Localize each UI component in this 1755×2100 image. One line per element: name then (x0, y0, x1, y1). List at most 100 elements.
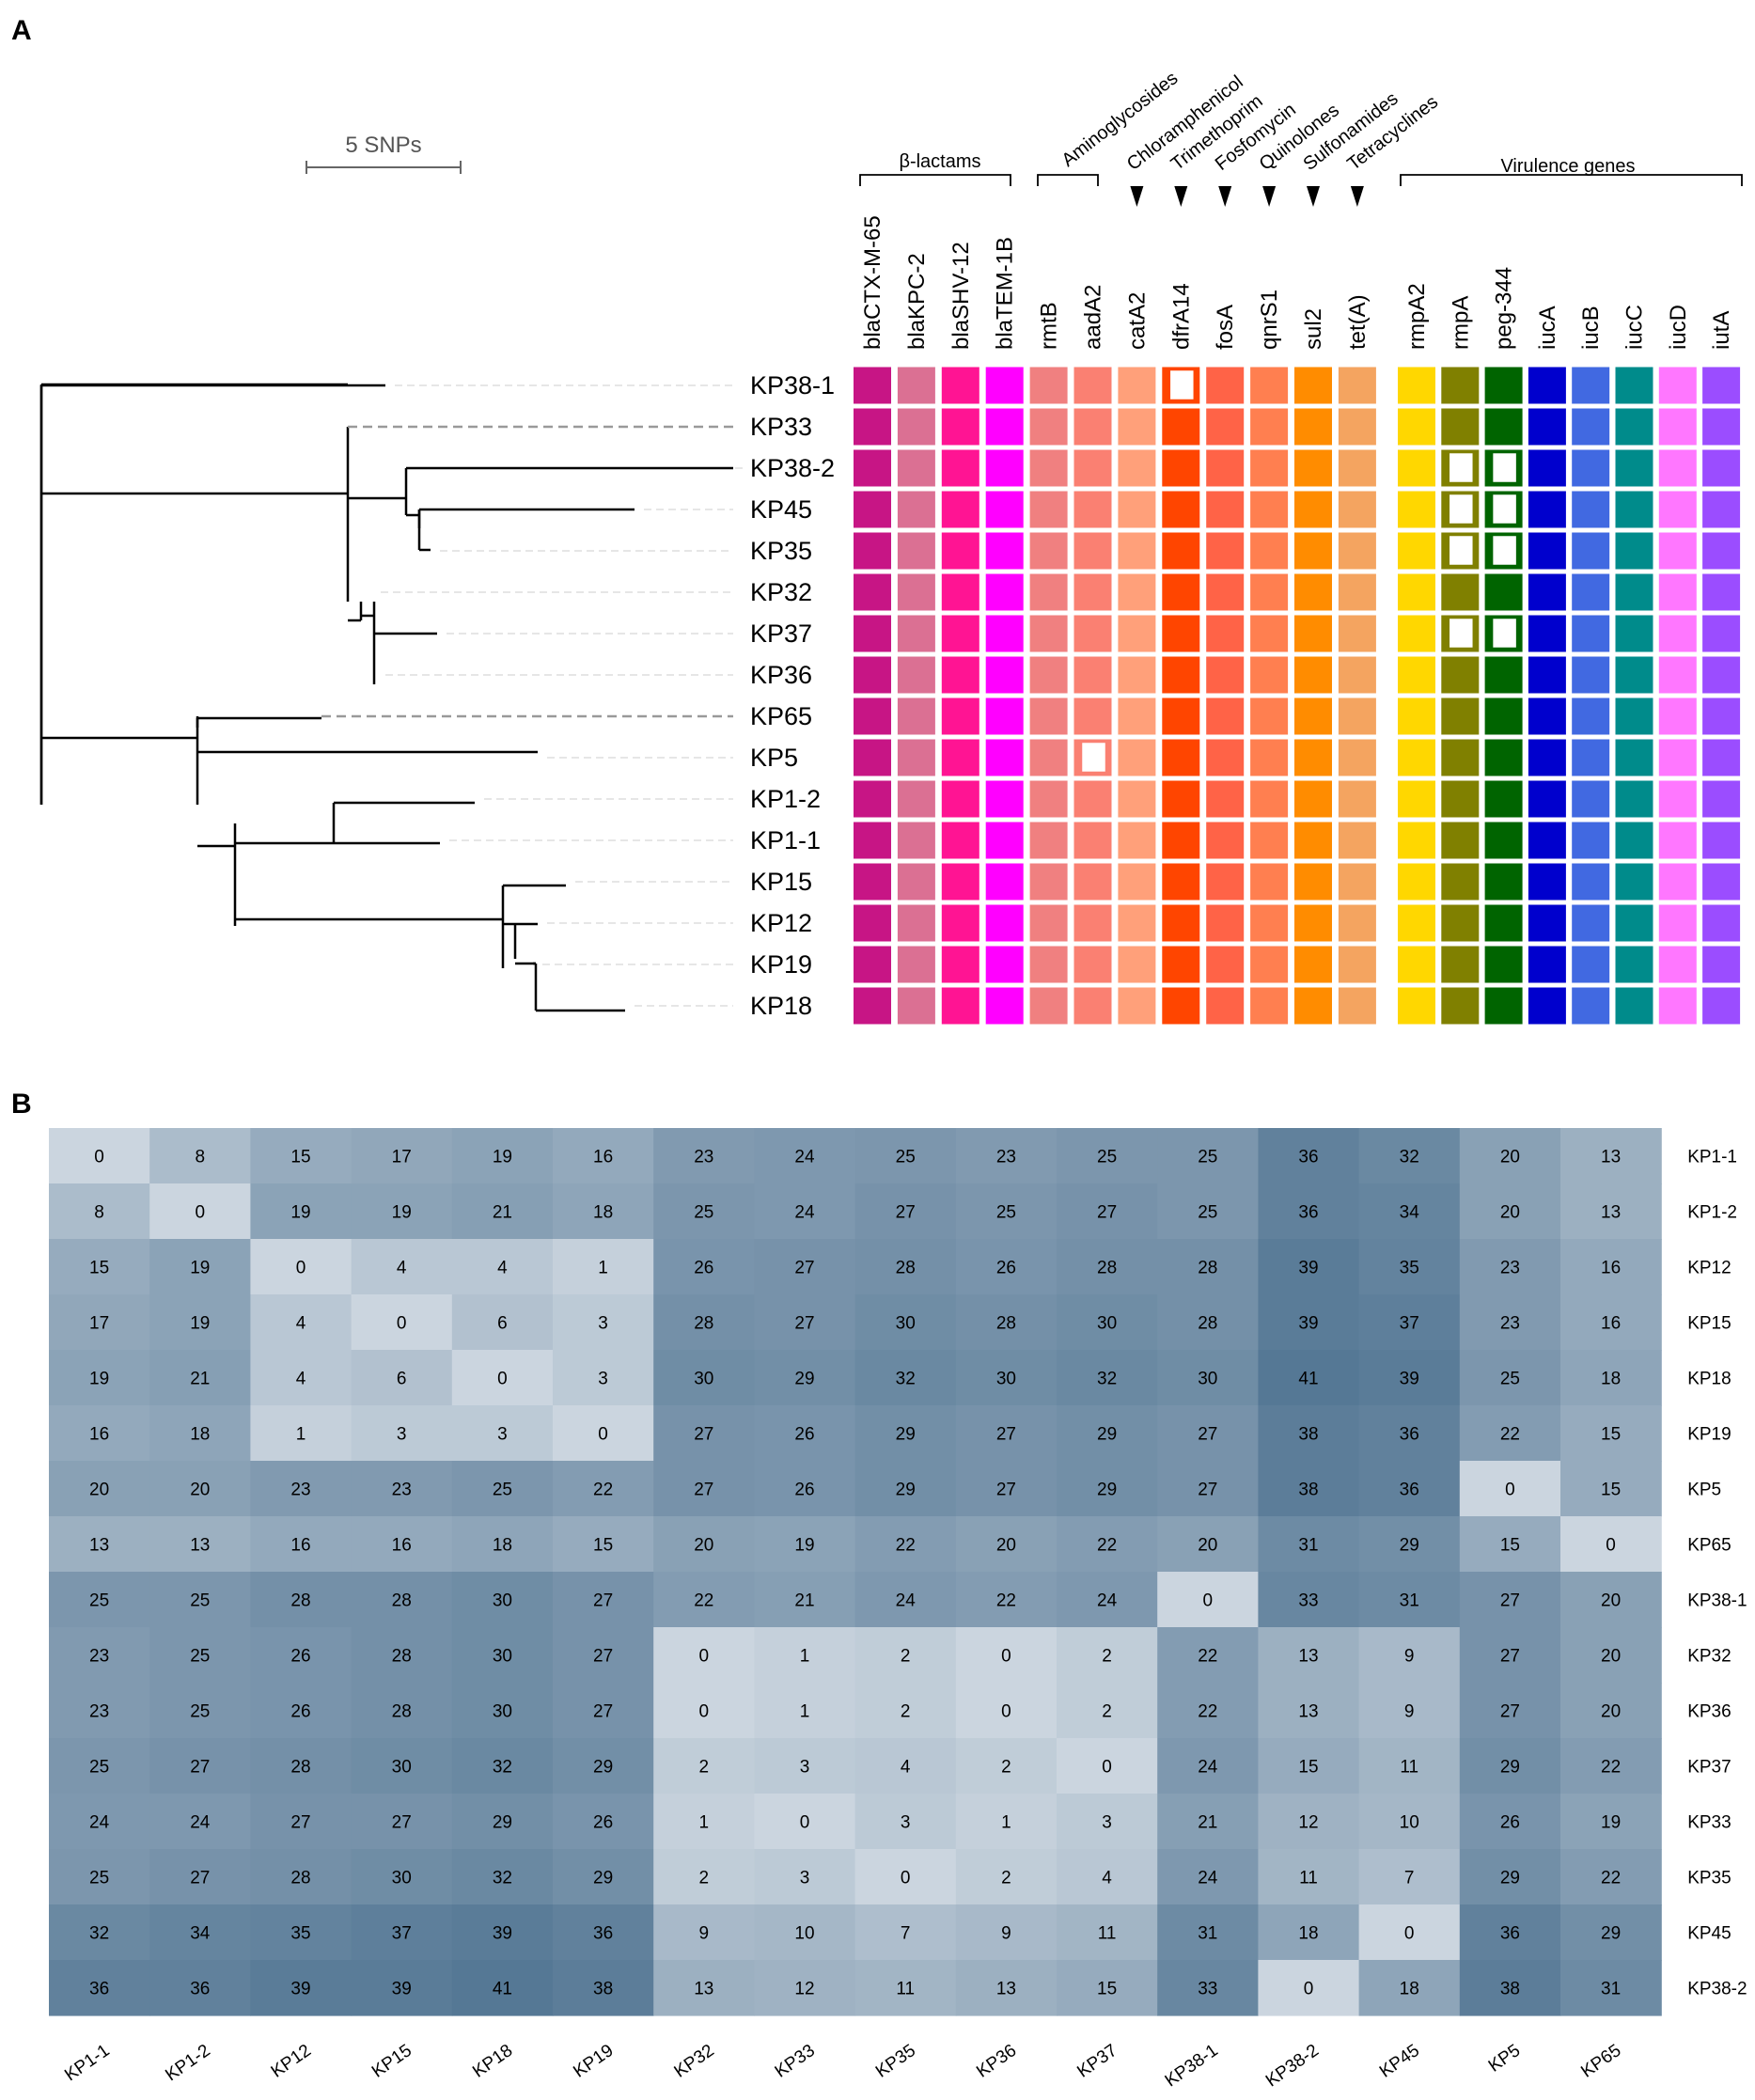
gene-cell (1118, 449, 1156, 487)
heatmap-value: 27 (694, 1481, 713, 1500)
heatmap-cell (1459, 1294, 1561, 1351)
heatmap-value: 8 (94, 1203, 104, 1223)
heatmap-column-label: KP32 (671, 2041, 718, 2082)
heatmap-value: 18 (190, 1425, 210, 1445)
gene-cell (1572, 449, 1610, 487)
heatmap-cell (754, 1904, 856, 1961)
heatmap-row-label: KP36 (1687, 1702, 1731, 1722)
heatmap-value: 27 (190, 1869, 210, 1888)
heatmap-value: 25 (89, 1869, 109, 1888)
isolate-label: KP35 (750, 537, 812, 565)
gene-cell (1702, 987, 1741, 1025)
heatmap-value: 21 (190, 1370, 210, 1389)
heatmap-cell (1057, 1960, 1158, 2016)
heatmap-value: 19 (190, 1314, 210, 1334)
heatmap-value: 25 (190, 1647, 210, 1667)
heatmap-value: 39 (1298, 1314, 1318, 1334)
heatmap-cell (1459, 1405, 1561, 1462)
heatmap-value: 13 (1601, 1203, 1621, 1223)
heatmap-value: 37 (392, 1924, 412, 1944)
gene-cell (1615, 532, 1653, 570)
heatmap-cell (1459, 1849, 1561, 1905)
gene-cell (1528, 408, 1566, 446)
heatmap-column-label: KP15 (368, 2041, 415, 2082)
gene-cell (1484, 780, 1523, 818)
gene-cell (1029, 532, 1068, 570)
gene-cell (1029, 573, 1068, 611)
heatmap-cell (854, 1849, 957, 1905)
heatmap-value: 0 (94, 1148, 104, 1168)
gene-cell (985, 573, 1024, 611)
heatmap-value: 4 (296, 1314, 306, 1334)
gene-cell (1294, 697, 1332, 735)
heatmap-column-label: KP19 (570, 2041, 617, 2082)
heatmap-value: 21 (794, 1591, 814, 1611)
gene-cell (1029, 367, 1068, 404)
snp-distance-heatmap: 0 8 15 17 19 16 23 24 25 23 25 25 36 32 20 138 0 19 19 21 18… (49, 1128, 1747, 2091)
gene-cell (1029, 697, 1068, 735)
gene-cell (941, 987, 979, 1025)
gene-cell (1528, 987, 1566, 1025)
heatmap-value: 3 (497, 1425, 508, 1445)
heatmap-cell (351, 1738, 453, 1794)
heatmap-cell (351, 1572, 453, 1628)
heatmap-cell (854, 1461, 957, 1517)
heatmap-cell (653, 1128, 755, 1184)
heatmap-cell (149, 1572, 251, 1628)
heatmap-value: 27 (1198, 1481, 1217, 1500)
heatmap-value: 27 (593, 1702, 613, 1722)
heatmap-cell (149, 1516, 251, 1573)
gene-cell (1658, 863, 1697, 901)
heatmap-cell (49, 1294, 150, 1351)
heatmap-value: 17 (89, 1314, 109, 1334)
heatmap-cell (1459, 1904, 1561, 1961)
gene-cell (1250, 739, 1289, 776)
heatmap-value: 0 (196, 1203, 206, 1223)
heatmap-value: 15 (593, 1536, 613, 1556)
gene-cell (1398, 532, 1435, 570)
heatmap-value: 19 (1601, 1813, 1621, 1833)
heatmap-value: 24 (89, 1813, 110, 1833)
heatmap-value: 22 (1198, 1647, 1217, 1667)
gene-cell (1206, 408, 1245, 446)
heatmap-cell (754, 1627, 856, 1684)
gene-cell (1338, 739, 1376, 776)
heatmap-value: 1 (1001, 1813, 1011, 1833)
heatmap-value: 0 (800, 1813, 810, 1833)
gene-cell (1702, 656, 1741, 694)
heatmap-cell (1057, 1849, 1158, 1905)
heatmap-cell (754, 1183, 856, 1240)
gene-cell (941, 656, 979, 694)
heatmap-cell (1258, 1849, 1360, 1905)
gene-cell (897, 946, 935, 983)
heatmap-cell (854, 1572, 957, 1628)
heatmap-value: 3 (901, 1813, 911, 1833)
heatmap-cell (1057, 1294, 1158, 1351)
heatmap-value: 20 (1601, 1647, 1621, 1667)
gene-cell (897, 491, 935, 528)
gene-cell (1702, 904, 1741, 942)
gene-cell (1206, 656, 1245, 694)
gene-cell (1206, 987, 1245, 1025)
heatmap-value: 36 (1298, 1148, 1318, 1168)
heatmap-cell (1560, 1794, 1662, 1850)
heatmap-value: 15 (89, 1259, 109, 1278)
heatmap-value: 0 (1404, 1924, 1415, 1944)
gene-cell (1702, 408, 1741, 446)
gene-cell (1029, 946, 1068, 983)
heatmap-value: 0 (1001, 1702, 1011, 1722)
heatmap-value: 19 (190, 1259, 210, 1278)
category-virulence: Virulence genes (1500, 156, 1635, 177)
heatmap-cell (1560, 1516, 1662, 1573)
heatmap-value: 29 (593, 1758, 613, 1778)
gene-cell (941, 822, 979, 859)
gene-cell (854, 491, 891, 528)
heatmap-cell (1157, 1294, 1259, 1351)
heatmap-value: 2 (901, 1647, 911, 1667)
gene-cell (897, 904, 935, 942)
gene-cell (1338, 408, 1376, 446)
heatmap-value: 25 (89, 1758, 109, 1778)
gene-cell (1073, 697, 1112, 735)
heatmap-value: 29 (1097, 1425, 1117, 1445)
heatmap-value: 24 (896, 1591, 917, 1611)
